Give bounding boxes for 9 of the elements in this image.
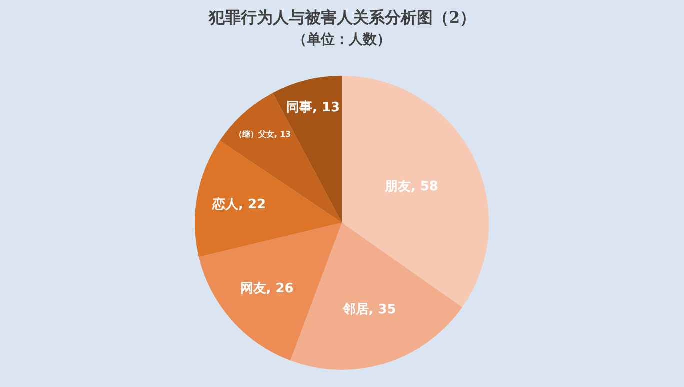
chart-title: 犯罪行为人与被害人关系分析图（2） <box>208 8 476 27</box>
slice-label: 朋友, 58 <box>384 179 438 194</box>
pie-slice <box>198 222 342 361</box>
slice-label: 同事, 13 <box>286 100 340 116</box>
chart-subtitle: （单位：人数） <box>293 32 391 48</box>
slice-label: 恋人, 22 <box>212 196 266 212</box>
slice-label: 邻居, 35 <box>342 302 396 318</box>
slice-label: 网友, 26 <box>240 282 294 297</box>
pie-slice <box>194 140 342 258</box>
